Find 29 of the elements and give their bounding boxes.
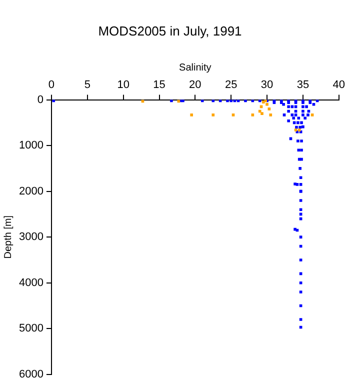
point	[260, 112, 264, 115]
point	[262, 100, 265, 104]
y-tick-label: 5000	[18, 322, 44, 335]
x-tick-label: 30	[260, 79, 274, 92]
point	[190, 113, 193, 116]
point	[232, 113, 235, 116]
x-tick-label: 20	[189, 79, 202, 92]
x-tick-label: 40	[332, 79, 346, 92]
y-tick-label: 6000	[18, 368, 44, 380]
x-tick-label: 15	[153, 79, 166, 92]
x-tick-label: 25	[224, 79, 238, 92]
y-axis-title: Depth [m]	[2, 215, 14, 259]
point	[268, 108, 271, 110]
x-tick-label: 10	[117, 79, 130, 92]
point	[269, 113, 272, 116]
x-tick-label: 5	[84, 79, 90, 92]
x-tick-label: 35	[296, 79, 310, 92]
point	[212, 113, 215, 116]
point	[310, 113, 314, 116]
chart-title: MODS2005 in July, 1991	[98, 23, 242, 38]
y-tick-label: 0	[37, 94, 44, 106]
point	[266, 102, 268, 106]
y-tick-label: 3000	[18, 231, 44, 244]
x-tick-label: 0	[48, 79, 55, 92]
x-axis-title: Salinity	[179, 62, 212, 74]
y-tick-label: 1000	[18, 140, 44, 152]
point	[251, 113, 254, 116]
y-tick-label: 4000	[18, 276, 44, 289]
y-tick-label: 2000	[18, 185, 44, 198]
